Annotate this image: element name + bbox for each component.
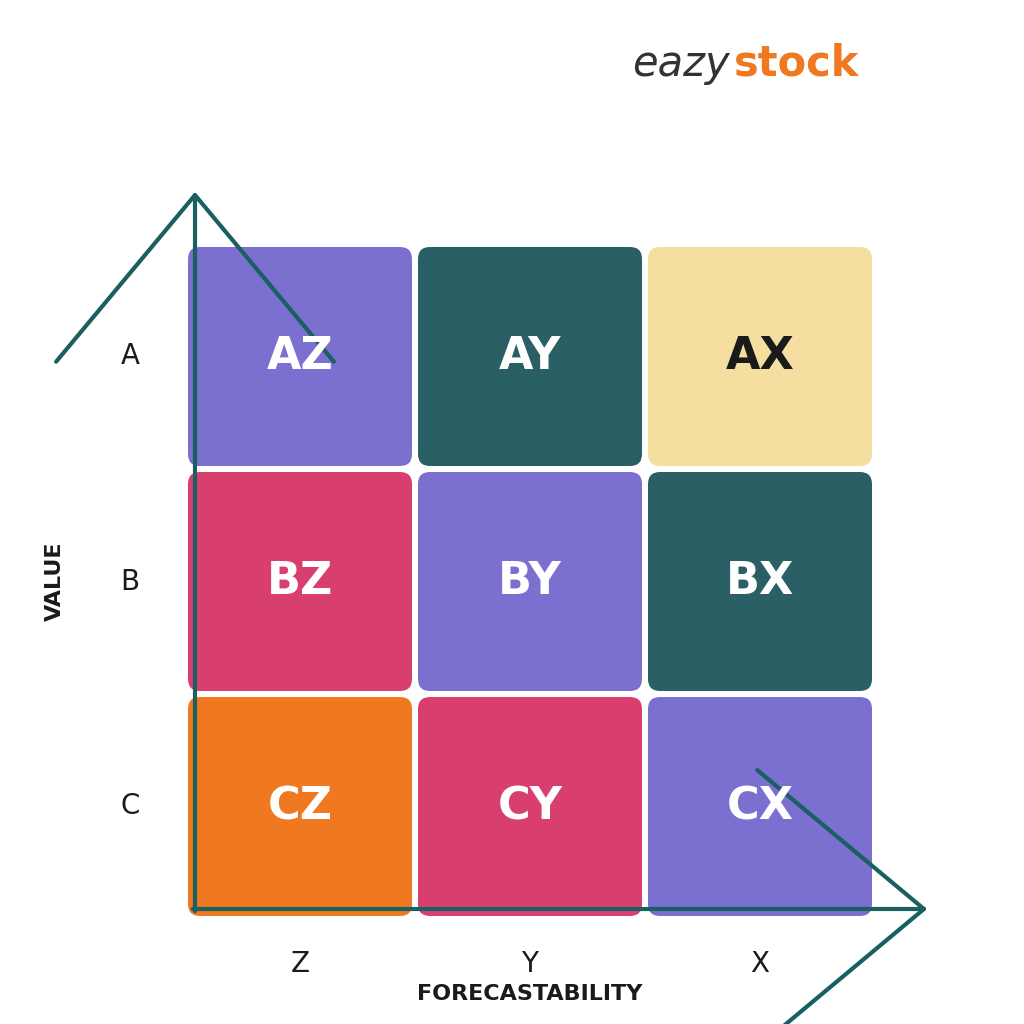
Text: AY: AY: [499, 335, 561, 378]
Text: Y: Y: [521, 950, 539, 978]
Text: FORECASTABILITY: FORECASTABILITY: [418, 984, 643, 1004]
Text: C: C: [120, 793, 139, 820]
Text: AX: AX: [726, 335, 795, 378]
Text: B: B: [121, 567, 139, 596]
FancyBboxPatch shape: [188, 247, 412, 466]
FancyBboxPatch shape: [418, 472, 642, 691]
Text: BY: BY: [498, 560, 562, 603]
Text: X: X: [751, 950, 769, 978]
FancyBboxPatch shape: [648, 472, 872, 691]
FancyBboxPatch shape: [648, 247, 872, 466]
Text: CY: CY: [498, 785, 562, 828]
FancyBboxPatch shape: [188, 697, 412, 916]
Text: eazy: eazy: [633, 43, 730, 85]
Text: AZ: AZ: [266, 335, 334, 378]
Text: BX: BX: [726, 560, 795, 603]
FancyBboxPatch shape: [418, 697, 642, 916]
Text: stock: stock: [734, 43, 859, 85]
Text: CZ: CZ: [267, 785, 333, 828]
Text: VALUE: VALUE: [45, 542, 65, 622]
Text: Z: Z: [291, 950, 309, 978]
Text: CX: CX: [726, 785, 794, 828]
FancyBboxPatch shape: [188, 472, 412, 691]
Text: BZ: BZ: [267, 560, 333, 603]
FancyBboxPatch shape: [648, 697, 872, 916]
Text: A: A: [121, 342, 139, 371]
FancyBboxPatch shape: [418, 247, 642, 466]
